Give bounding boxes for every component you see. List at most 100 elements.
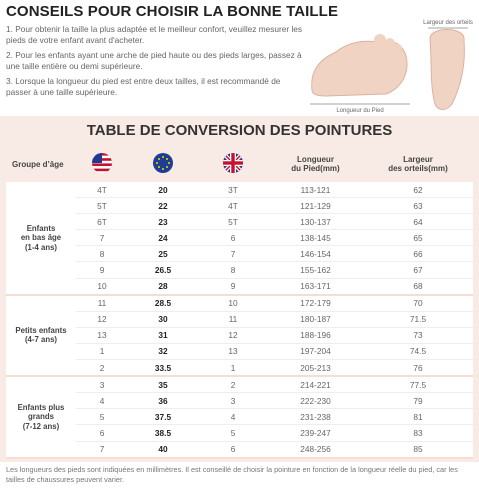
toe-width: 79 — [363, 392, 473, 410]
us-size: 9 — [76, 261, 128, 279]
eu-size: 37.5 — [128, 408, 198, 426]
foot-length: 138-145 — [268, 229, 363, 247]
width-label: Largeur des orteils — [423, 20, 473, 26]
eu-size: 30 — [128, 311, 198, 328]
foot-sole — [429, 29, 465, 110]
toe-width: 63 — [363, 197, 473, 215]
eu-size: 36 — [128, 392, 198, 410]
uk-size: 5T — [198, 213, 268, 231]
toe-width: 65 — [363, 229, 473, 247]
size-row: 12 30 11 180-187 71.5 — [6, 311, 473, 328]
foot-length: 197-204 — [268, 343, 363, 361]
tip: 2. Pour les enfants ayant une arche de p… — [6, 50, 302, 71]
eu-size: 28.5 — [128, 294, 198, 312]
length-label: Longueur du Pied — [336, 108, 383, 114]
foot-length: 248-256 — [268, 441, 363, 459]
uk-size: 13 — [198, 343, 268, 361]
eu-size: 24 — [128, 229, 198, 247]
us-size: 6T — [76, 213, 128, 231]
toe-width: 67 — [363, 261, 473, 279]
uk-size: 7 — [198, 245, 268, 263]
toe-width: 73 — [363, 327, 473, 344]
foot-length: 146-154 — [268, 245, 363, 263]
foot-length: 121-129 — [268, 197, 363, 215]
foot-length: 155-162 — [268, 261, 363, 279]
eu-size: 28 — [128, 278, 198, 296]
foot-length: 163-171 — [268, 278, 363, 296]
foot-length: 172-179 — [268, 294, 363, 312]
toe-width: 66 — [363, 245, 473, 263]
size-row: 7 24 6 138-145 65 — [6, 229, 473, 247]
toe-width: 83 — [363, 424, 473, 442]
header-row: Groupe d’âge Longueur du Pied(mm) Largeu… — [6, 146, 473, 182]
eu-size: 20 — [128, 182, 198, 199]
size-row: 2 33.5 1 205-213 76 — [6, 359, 473, 378]
footer-note: Les longueurs des pieds sont indiquées e… — [6, 465, 458, 484]
eu-size: 38.5 — [128, 424, 198, 442]
tip: 3. Lorsque la longueur du pied est entre… — [6, 76, 281, 97]
uk-size: 3T — [198, 182, 268, 199]
foot-length: 239-247 — [268, 424, 363, 442]
uk-size: 3 — [198, 392, 268, 410]
size-row: 8 25 7 146-154 66 — [6, 245, 473, 263]
us-size: 10 — [76, 278, 128, 296]
group-header: Groupe d’âge — [6, 146, 76, 182]
eu-size: 26.5 — [128, 261, 198, 279]
toe-width: 70 — [363, 294, 473, 312]
us-size: 7 — [76, 229, 128, 247]
uk-size: 4T — [198, 197, 268, 215]
toe — [385, 38, 395, 48]
eu-size: 32 — [128, 343, 198, 361]
us-size: 6 — [76, 424, 128, 442]
foot-length: 113-121 — [268, 182, 363, 199]
size-row: 4 36 3 222-230 79 — [6, 392, 473, 410]
toe-width: 76 — [363, 359, 473, 378]
us-size: 5 — [76, 408, 128, 426]
uk-size: 1 — [198, 359, 268, 378]
age-group: Enfants en bas âge (1-4 ans) — [6, 182, 76, 296]
foot-length: 214-221 — [268, 376, 363, 394]
toe-width: 85 — [363, 441, 473, 459]
toe-width: 62 — [363, 182, 473, 199]
size-row: 13 31 12 188-196 73 — [6, 327, 473, 344]
us-size: 5T — [76, 197, 128, 215]
size-table: Groupe d’âge Longueur du Pied(mm) Largeu… — [6, 146, 473, 459]
foot-side — [311, 40, 408, 97]
toe-width: 64 — [363, 213, 473, 231]
size-row: 7 40 6 248-256 85 — [6, 441, 473, 459]
size-row: 1 32 13 197-204 74.5 — [6, 343, 473, 361]
toe-width: 71.5 — [363, 311, 473, 328]
size-row: 6T 23 5T 130-137 64 — [6, 213, 473, 231]
uk-size: 2 — [198, 376, 268, 394]
table-title: TABLE DE CONVERSION DES POINTURES — [86, 122, 393, 139]
uk-size: 4 — [198, 408, 268, 426]
title: CONSEILS POUR CHOISIR LA BONNE TAILLE — [6, 3, 339, 20]
size-row: Petits enfants (4-7 ans) 11 28.5 10 172-179 7… — [6, 294, 473, 378]
width-header: Largeur des orteils(mm) — [363, 146, 473, 182]
us-size: 4 — [76, 392, 128, 410]
foot-diagram: Longueur du Pied Largeur des orteils — [310, 20, 473, 114]
tip: 1. Pour obtenir la taille la plus adapté… — [6, 24, 303, 45]
eu-size: 40 — [128, 441, 198, 459]
size-row: 5T 22 4T 121-129 63 — [6, 197, 473, 215]
foot-length: 130-137 — [268, 213, 363, 231]
toe-width: 74.5 — [363, 343, 473, 361]
eu-flag — [128, 146, 198, 182]
foot-length: 222-230 — [268, 392, 363, 410]
size-row: 6 38.5 5 239-247 83 — [6, 424, 473, 442]
size-row: 9 26.5 8 155-162 67 — [6, 261, 473, 279]
toe — [394, 44, 402, 52]
uk-size: 10 — [198, 294, 268, 312]
us-size: 8 — [76, 245, 128, 263]
us-size: 12 — [76, 311, 128, 328]
foot-length: 180-187 — [268, 311, 363, 328]
toe — [374, 34, 386, 46]
uk-size: 6 — [198, 229, 268, 247]
foot-length: 231-238 — [268, 408, 363, 426]
uk-size: 12 — [198, 327, 268, 344]
eu-size: 23 — [128, 213, 198, 231]
us-size: 7 — [76, 441, 128, 459]
eu-size: 22 — [128, 197, 198, 215]
size-row: 5 37.5 4 231-238 81 — [6, 408, 473, 426]
foot-length: 205-213 — [268, 359, 363, 378]
